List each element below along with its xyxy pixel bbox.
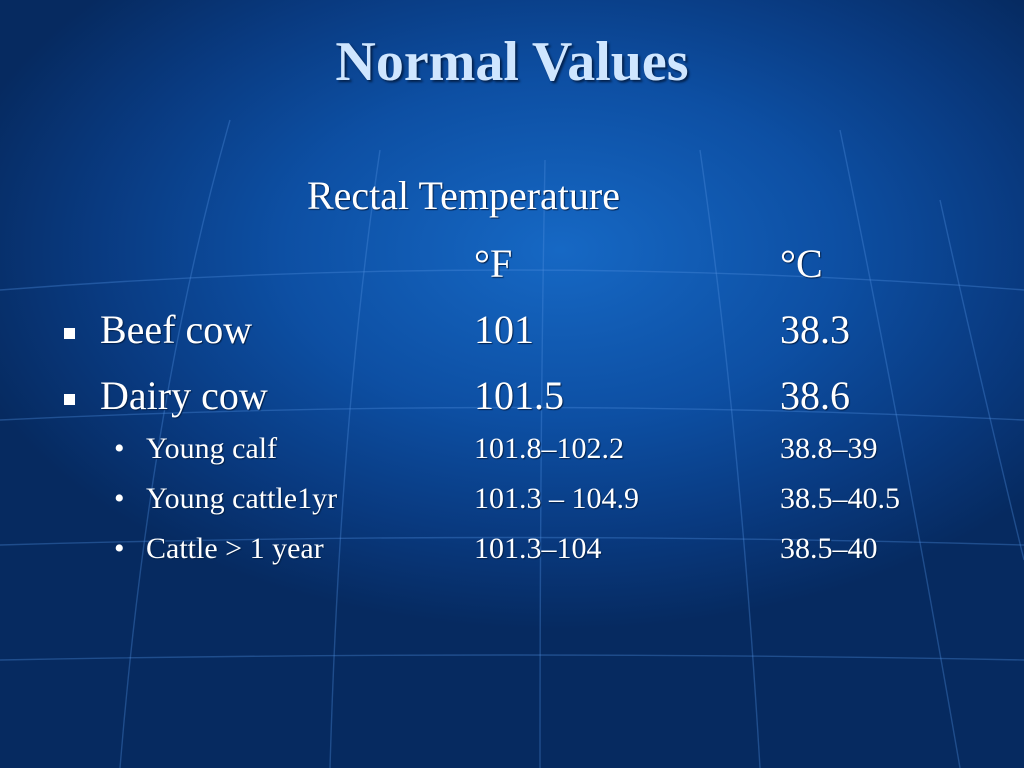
square-bullet-icon	[64, 394, 75, 405]
bullet-icon: •	[114, 432, 125, 465]
row-celsius: 38.8–39	[780, 432, 878, 465]
bullet-icon: •	[114, 482, 125, 515]
list-item: Beef cow 101 38.3	[0, 306, 1024, 366]
celsius-header: °C	[780, 241, 823, 286]
square-bullet-icon	[64, 328, 75, 339]
row-fahrenheit: 101.5	[474, 373, 564, 418]
list-item: • Cattle > 1 year 101.3–104 38.5–40	[0, 532, 1024, 592]
table-subtitle: Rectal Temperature	[307, 173, 620, 218]
row-celsius: 38.3	[780, 307, 850, 352]
row-celsius: 38.6	[780, 373, 850, 418]
list-item: • Young cattle1yr 101.3 – 104.9 38.5–40.…	[0, 482, 1024, 542]
slide-title: Normal Values	[335, 31, 689, 93]
list-item: Dairy cow 101.5 38.6	[0, 372, 1024, 432]
row-fahrenheit: 101.3–104	[474, 532, 602, 565]
row-celsius: 38.5–40.5	[780, 482, 900, 515]
bullet-icon: •	[114, 532, 125, 565]
row-fahrenheit: 101.3 – 104.9	[474, 482, 639, 515]
row-label: Dairy cow	[100, 373, 268, 418]
row-fahrenheit: 101	[474, 307, 534, 352]
list-item: • Young calf 101.8–102.2 38.8–39	[0, 432, 1024, 492]
row-fahrenheit: 101.8–102.2	[474, 432, 624, 465]
row-celsius: 38.5–40	[780, 532, 878, 565]
row-label: Young calf	[146, 432, 278, 465]
fahrenheit-header: °F	[474, 241, 513, 286]
row-label: Young cattle1yr	[146, 482, 338, 515]
row-label: Cattle > 1 year	[146, 532, 324, 565]
row-label: Beef cow	[100, 307, 253, 352]
